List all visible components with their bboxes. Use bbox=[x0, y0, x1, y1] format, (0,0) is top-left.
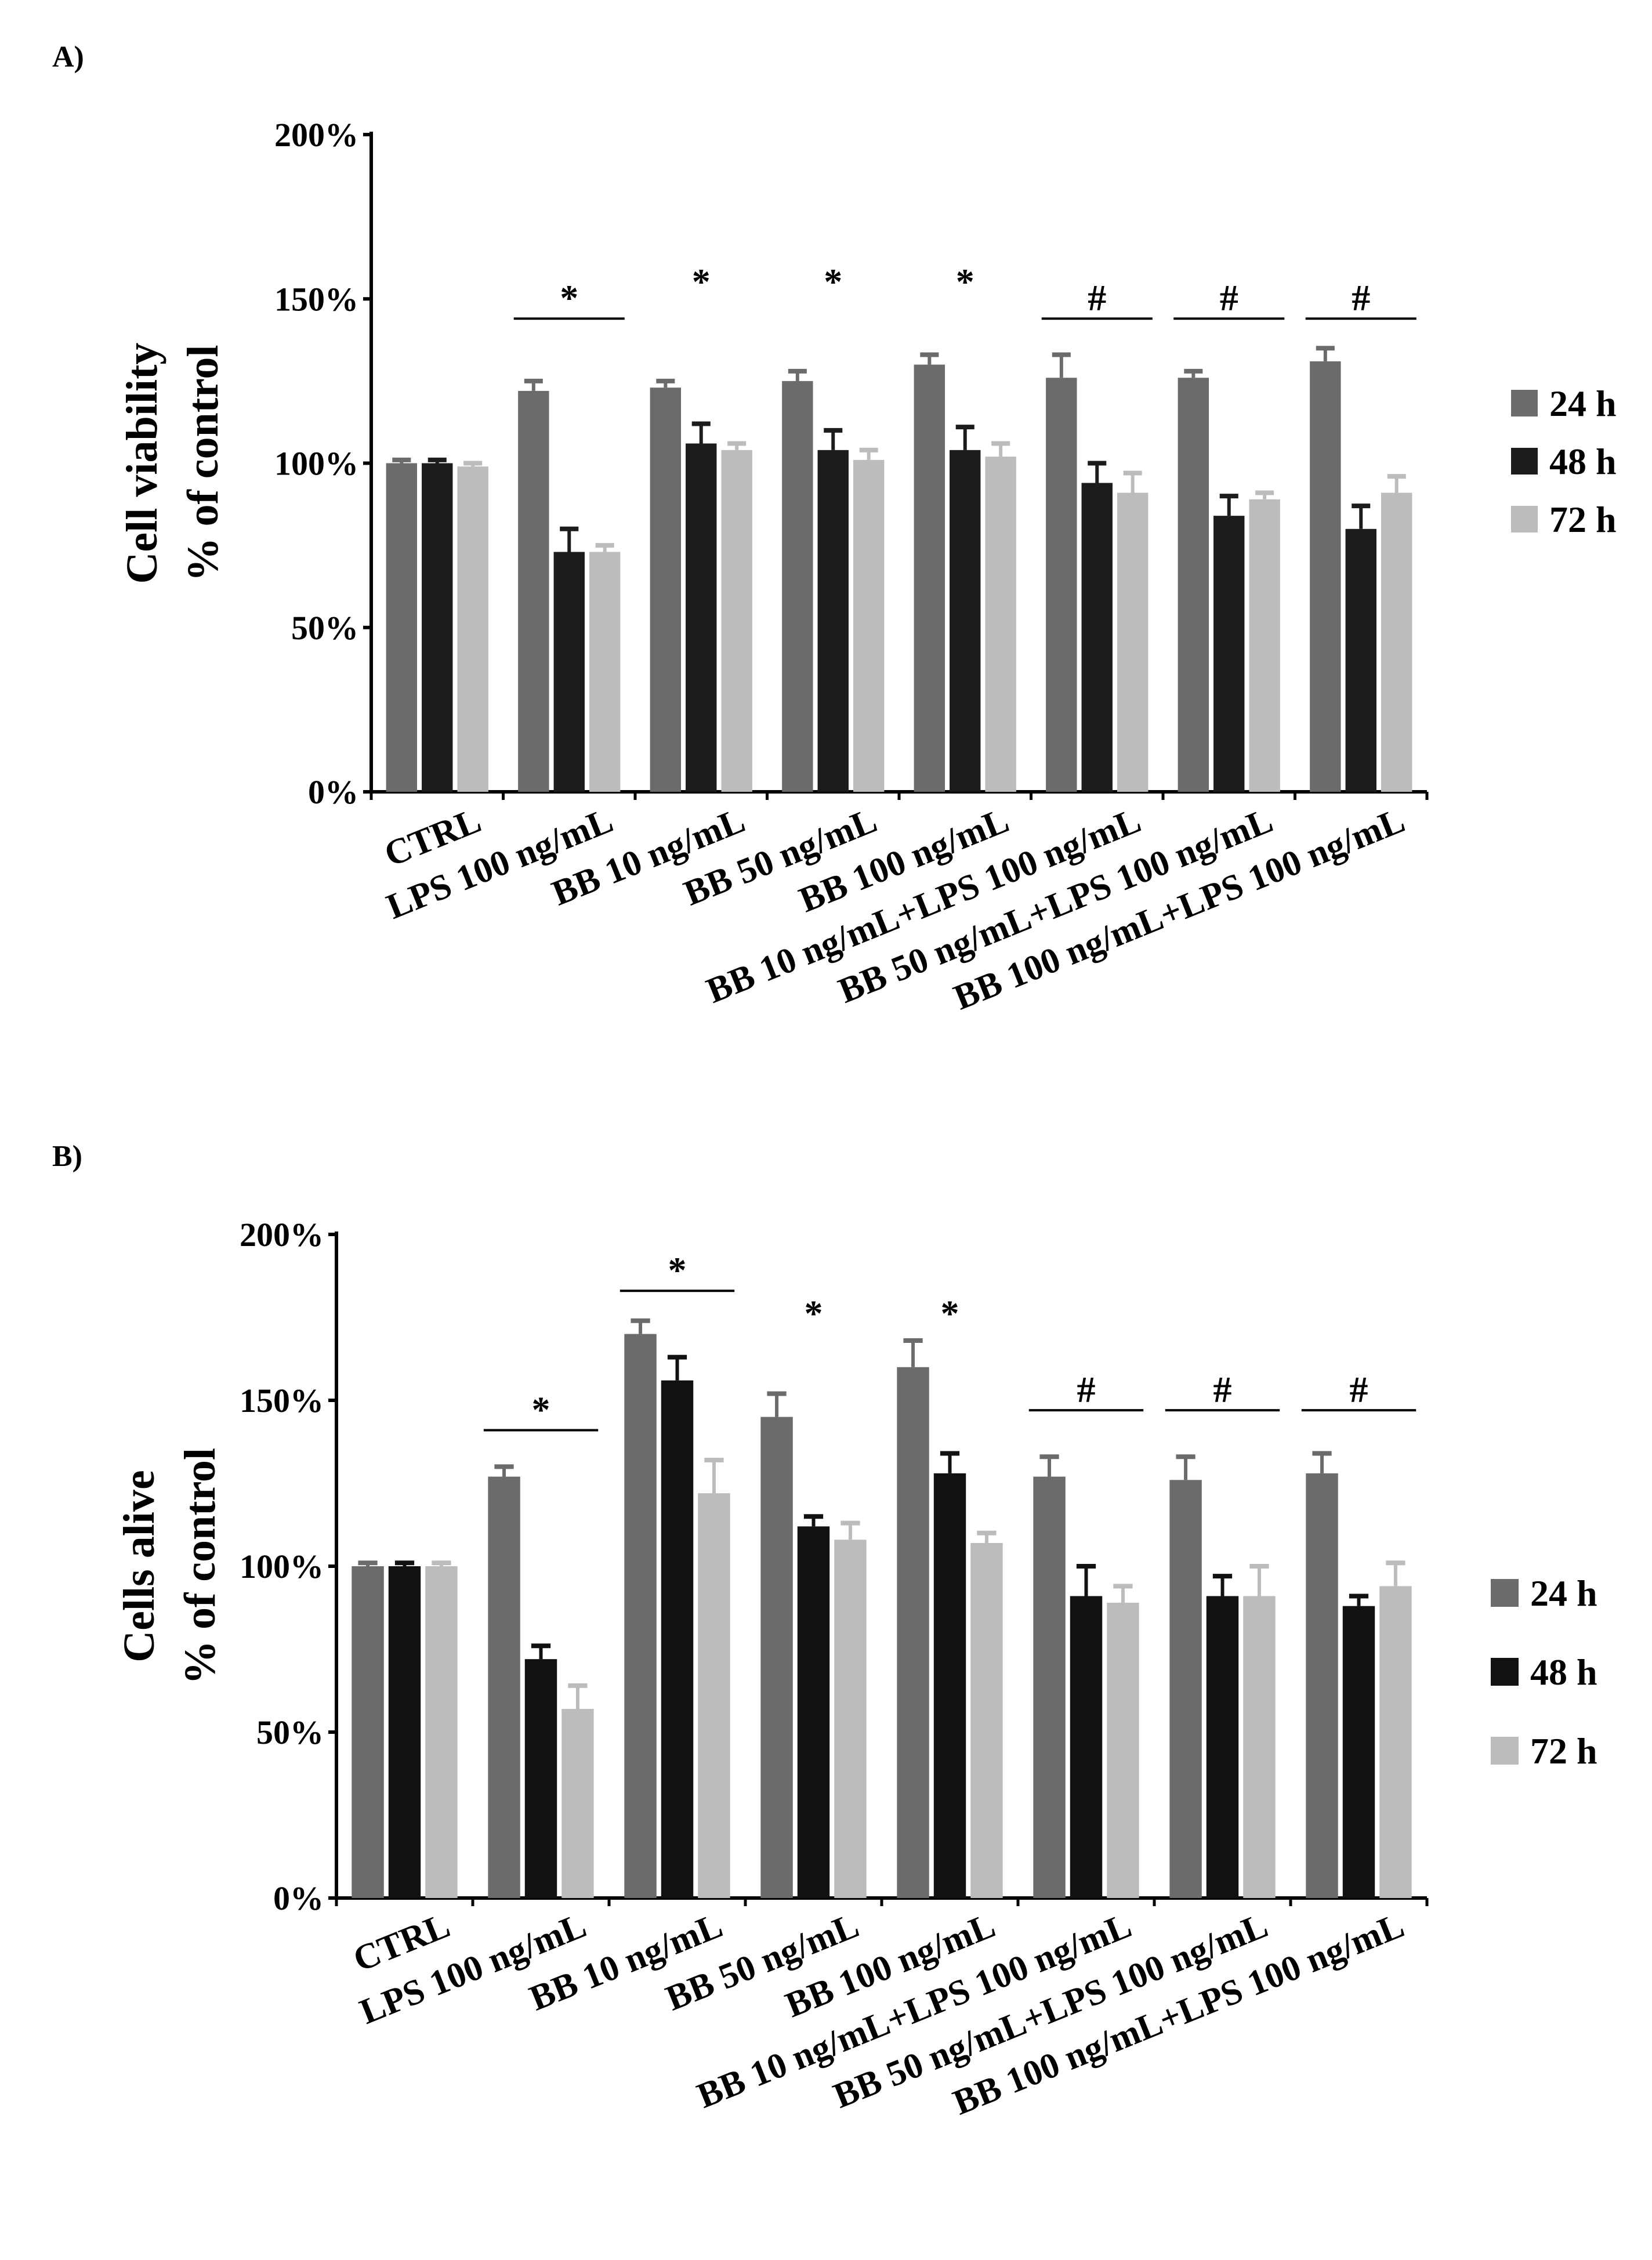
legend-label: 24 h bbox=[1549, 383, 1617, 424]
bar bbox=[488, 1476, 520, 1898]
bar bbox=[834, 1540, 867, 1898]
bar bbox=[1379, 1586, 1412, 1898]
legend-swatch bbox=[1511, 448, 1538, 475]
y-axis-label: Cells alive bbox=[115, 1470, 164, 1662]
significance-marker: # bbox=[1077, 1369, 1096, 1410]
bar bbox=[985, 457, 1016, 792]
bar bbox=[686, 443, 717, 792]
significance-marker: # bbox=[1352, 277, 1370, 318]
bar bbox=[352, 1566, 384, 1898]
bar bbox=[1381, 492, 1412, 792]
y-axis-label: % of control bbox=[176, 1448, 224, 1685]
bar bbox=[422, 463, 453, 792]
bar bbox=[782, 381, 813, 792]
panel-a: A) Cell viability % of control 0% 50% 100% 150… bbox=[52, 41, 1617, 1017]
bar bbox=[1107, 1602, 1139, 1898]
significance-marker: # bbox=[1220, 277, 1238, 318]
bar bbox=[650, 387, 682, 792]
bar bbox=[425, 1566, 458, 1898]
significance-marker: * bbox=[941, 1293, 959, 1334]
bar bbox=[760, 1417, 793, 1898]
bar bbox=[624, 1334, 657, 1898]
bar bbox=[1213, 516, 1245, 792]
bar bbox=[589, 552, 621, 792]
bar bbox=[897, 1367, 929, 1898]
bar bbox=[524, 1659, 557, 1898]
bar bbox=[970, 1542, 1003, 1898]
legend-label: 48 h bbox=[1549, 441, 1617, 482]
significance-marker: # bbox=[1088, 277, 1106, 318]
bar bbox=[1081, 483, 1113, 792]
bar bbox=[950, 450, 981, 792]
bar bbox=[721, 450, 752, 792]
bar bbox=[1243, 1596, 1276, 1898]
bar bbox=[1033, 1476, 1066, 1898]
y-tick-label: 50% bbox=[256, 1714, 324, 1751]
panel-b: B) Cells alive% of control 0% 50% 100% 150% 20… bbox=[52, 1140, 1597, 2123]
y-tick-label: 50% bbox=[291, 609, 358, 647]
significance-marker: * bbox=[532, 1389, 550, 1430]
y-tick-label: 150% bbox=[274, 280, 358, 318]
bar bbox=[388, 1566, 421, 1898]
significance-marker: * bbox=[824, 261, 842, 302]
bar bbox=[853, 459, 885, 792]
bar bbox=[817, 450, 849, 792]
legend-label: 48 h bbox=[1530, 1651, 1597, 1693]
significance-marker: * bbox=[692, 261, 711, 302]
bar bbox=[1206, 1596, 1239, 1898]
bar bbox=[797, 1526, 830, 1898]
bar bbox=[1070, 1596, 1103, 1898]
legend-swatch bbox=[1491, 1579, 1519, 1607]
bar bbox=[1046, 378, 1077, 792]
bar bbox=[561, 1708, 594, 1898]
legend-label: 72 h bbox=[1530, 1730, 1597, 1772]
bar bbox=[1310, 361, 1341, 792]
y-axis-label: % of control bbox=[179, 345, 227, 581]
y-tick-label: 0% bbox=[308, 773, 358, 811]
bar bbox=[1169, 1480, 1202, 1898]
panel-label: A) bbox=[52, 41, 84, 74]
legend-swatch bbox=[1511, 390, 1538, 416]
bar bbox=[1342, 1606, 1375, 1898]
significance-marker: * bbox=[560, 277, 578, 318]
bar bbox=[386, 463, 418, 792]
bar bbox=[661, 1380, 694, 1898]
bar bbox=[1306, 1473, 1338, 1898]
y-tick-label: 200% bbox=[274, 116, 358, 154]
bar bbox=[933, 1473, 966, 1898]
significance-marker: * bbox=[805, 1293, 823, 1334]
bar bbox=[1345, 528, 1376, 792]
legend-label: 72 h bbox=[1549, 499, 1617, 540]
y-tick-label: 100% bbox=[274, 445, 358, 483]
legend-label: 24 h bbox=[1530, 1573, 1597, 1614]
significance-marker: * bbox=[668, 1249, 687, 1291]
panel-label: B) bbox=[52, 1140, 82, 1173]
bar bbox=[698, 1493, 730, 1898]
y-axis-label: Cell viability bbox=[118, 343, 166, 584]
y-tick-label: 200% bbox=[240, 1216, 324, 1254]
significance-marker: # bbox=[1213, 1369, 1232, 1410]
significance-marker: * bbox=[956, 261, 974, 302]
bar bbox=[1117, 492, 1149, 792]
y-tick-label: 100% bbox=[240, 1548, 324, 1585]
legend-swatch bbox=[1491, 1737, 1519, 1765]
bar bbox=[1178, 378, 1209, 792]
y-tick-label: 150% bbox=[240, 1382, 324, 1419]
bar bbox=[457, 466, 488, 792]
bar bbox=[1249, 499, 1280, 792]
y-tick-label: 0% bbox=[273, 1879, 324, 1917]
bar bbox=[518, 390, 549, 792]
bar bbox=[914, 364, 945, 792]
legend-swatch bbox=[1511, 506, 1538, 533]
legend-swatch bbox=[1491, 1658, 1519, 1686]
significance-marker: # bbox=[1350, 1369, 1368, 1410]
bar bbox=[553, 552, 585, 792]
